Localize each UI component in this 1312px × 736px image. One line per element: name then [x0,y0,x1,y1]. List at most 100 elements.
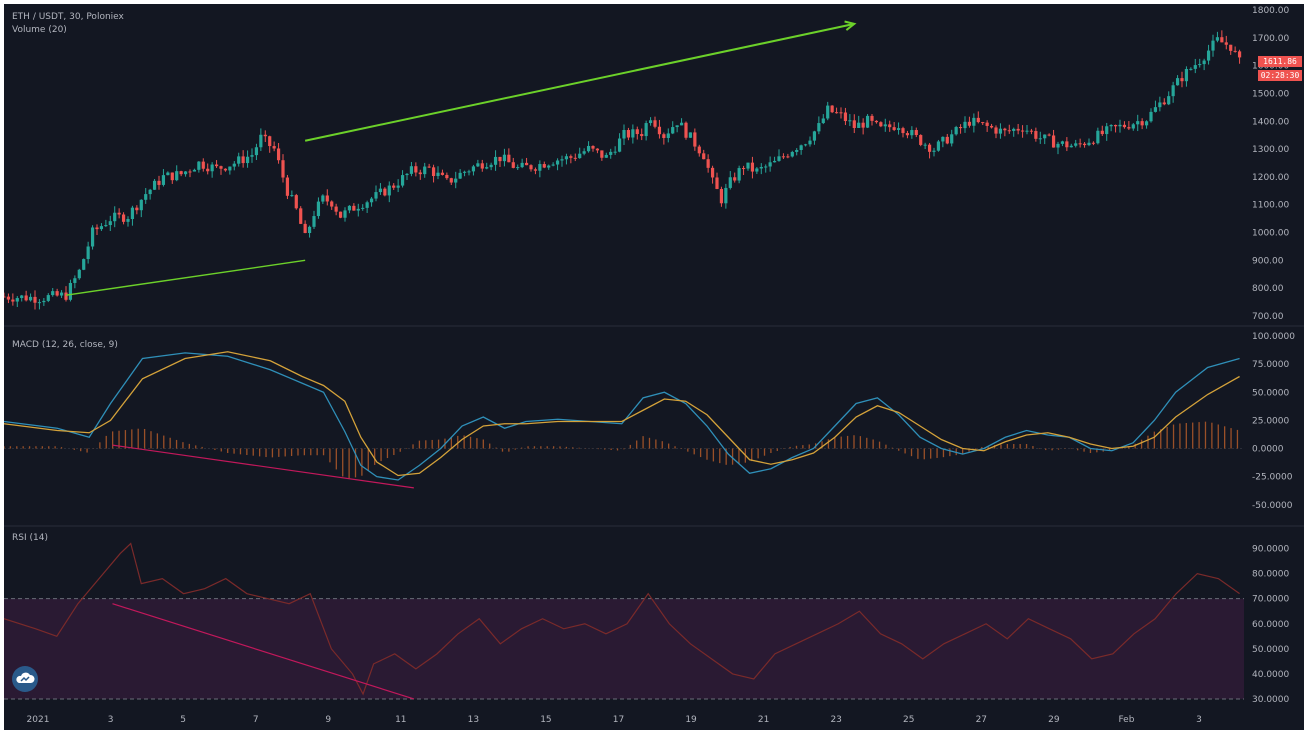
candle-body [268,136,272,147]
candle-body [201,161,205,169]
candle-body [285,177,290,196]
candle-body [586,145,591,152]
candle-body [37,302,42,304]
candle-body [640,134,644,137]
candle-body [1171,85,1175,97]
candle-body [684,122,688,138]
candle-body [963,121,967,129]
candle-body [1122,124,1127,128]
candle-body [1140,121,1144,126]
candle-body [42,300,46,303]
candle-body [290,195,294,197]
candle-body [325,195,329,202]
candle-body [1193,65,1197,69]
macd-line [4,352,1240,481]
candle-body [228,166,232,171]
candle-body [135,207,139,211]
x-axis-tick: 17 [613,715,624,725]
candle-body [564,156,569,160]
candle-body [427,166,431,168]
candle-body [613,151,617,153]
candle-body [86,246,90,260]
candle-body [1162,102,1166,105]
candle-body [254,147,259,156]
candle-body [861,122,865,128]
candle-body [808,140,812,145]
candle-body [471,166,476,172]
candle-body [910,130,914,136]
chart-frame[interactable]: 1800.001700.001600.001500.001400.001300.… [4,4,1304,730]
candle-body [981,122,985,124]
candle-body [1175,78,1180,86]
candle-body [485,167,489,169]
candle-body [1056,143,1060,148]
candle-body [715,177,719,189]
candle-body [418,172,422,175]
candle-body [1007,130,1011,132]
candle-body [631,129,635,138]
macd-divergence-line [112,444,414,489]
candle-body [259,134,263,148]
candle-body [1078,143,1082,145]
candle-body [175,171,179,181]
candle-body [352,205,356,211]
candle-body [113,212,117,222]
x-axis-tick: 21 [758,715,769,725]
candle-body [1198,64,1202,66]
candle-body [653,120,657,127]
candle-body [786,156,790,158]
candle-body [896,128,901,130]
candle-body [130,207,135,220]
last-price-tag: 1611.86 [1258,56,1302,67]
macd-y-tick: 100.0000 [1252,332,1295,342]
candle-body [666,133,670,138]
candle-body [1136,121,1140,125]
candle-body [476,163,480,167]
candle-body [493,156,498,165]
candle-body [839,112,843,114]
candle-body [985,122,989,126]
candle-body [870,115,874,121]
candle-body [1180,78,1184,82]
candle-body [547,165,551,168]
candle-body [919,135,923,145]
candle-body [365,202,369,208]
candle-body [1016,128,1020,131]
candle-body [347,205,352,211]
candle-body [400,175,405,186]
candle-body [20,295,24,299]
price-trend-line [304,22,855,142]
candle-body [746,162,750,169]
candle-body [830,105,834,113]
candle-body [1105,126,1109,135]
candle-body [883,124,887,127]
candle-body [1060,141,1065,144]
rsi-divergence-line [112,603,415,700]
candle-body [1211,40,1215,51]
candle-body [675,125,679,128]
candle-body [192,169,197,172]
rsi-y-tick: 40.0000 [1252,670,1289,680]
candle-body [414,166,418,173]
x-axis-tick: 13 [468,715,479,725]
chart-canvas[interactable]: 1800.001700.001600.001500.001400.001300.… [4,4,1304,730]
candle-body [1082,143,1087,146]
candle-body [728,177,732,188]
tradingview-logo-icon[interactable] [12,666,38,692]
candle-body [874,120,879,123]
candle-body [1012,128,1016,131]
candle-body [161,175,166,185]
candle-body [46,295,50,301]
candle-body [741,168,746,170]
candle-body [445,174,449,179]
candle-body [790,151,794,157]
candle-body [1047,134,1051,136]
candle-body [498,156,502,162]
candle-body [4,296,6,298]
candle-body [1144,121,1149,126]
rsi-line [4,542,1240,696]
candle-body [892,127,896,130]
candle-body [888,124,892,128]
candle-body [90,227,95,247]
candle-body [573,157,577,159]
